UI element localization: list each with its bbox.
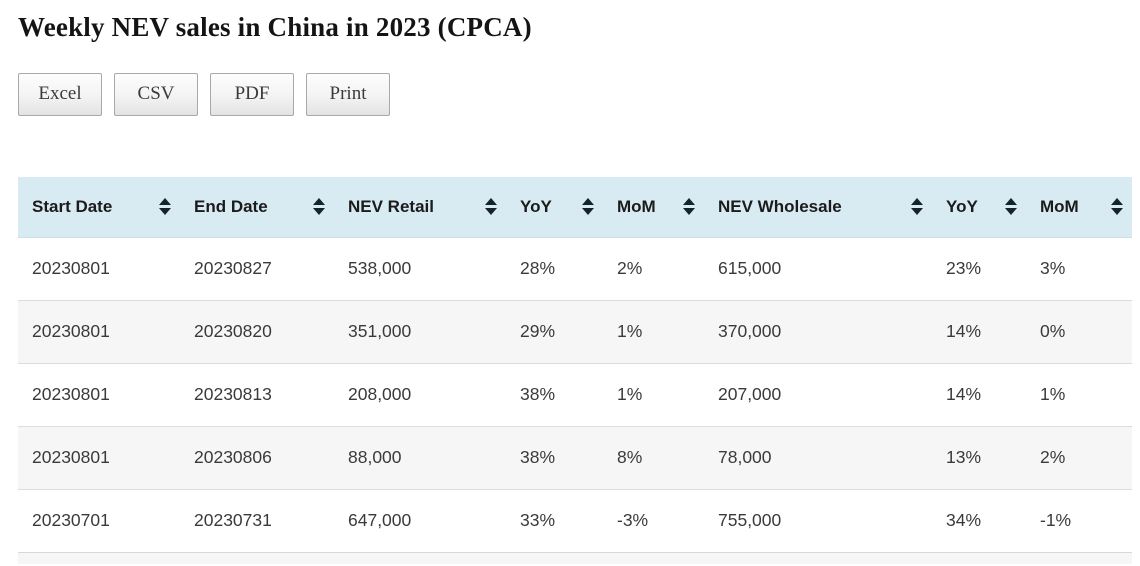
sort-icon[interactable] <box>485 198 497 216</box>
cell-end-date: 20230820 <box>180 299 334 363</box>
sort-icon[interactable] <box>911 198 923 216</box>
table-row: 20230801 20230820 351,000 29% 1% 370,000… <box>18 299 1132 363</box>
cell-retail-yoy: 29% <box>506 299 603 363</box>
cell-nev-retail: 538,000 <box>334 237 506 300</box>
cell-nev-wholesale: 615,000 <box>704 237 932 300</box>
table-row: 20230801 20230806 88,000 38% 8% 78,000 1… <box>18 425 1132 489</box>
column-header-nev-wholesale[interactable]: NEV Wholesale <box>704 177 932 238</box>
column-header-wholesale-yoy[interactable]: YoY <box>932 177 1026 238</box>
column-header-label: NEV Retail <box>348 196 434 216</box>
column-header-start-date[interactable]: Start Date <box>18 177 180 238</box>
cell-nev-wholesale: 78,000 <box>704 425 932 489</box>
cell-end-date: 20230827 <box>180 237 334 300</box>
cell-nev-retail: 351,000 <box>334 299 506 363</box>
cell-retail-mom: 1% <box>603 362 704 426</box>
table-header-row: Start Date End Date NEV Retail <box>18 177 1132 238</box>
column-header-label: Start Date <box>32 196 113 216</box>
cell-start-date: 20230801 <box>18 425 180 489</box>
table-row: 20230701 20230731 647,000 33% -3% 755,00… <box>18 488 1132 552</box>
column-header-label: YoY <box>520 196 552 216</box>
cell-retail-yoy: 28% <box>506 237 603 300</box>
cell-nev-retail: 208,000 <box>334 362 506 426</box>
page-title: Weekly NEV sales in China in 2023 (CPCA) <box>18 12 532 42</box>
column-header-label: YoY <box>946 196 978 216</box>
partial-next-row <box>18 552 1132 564</box>
cell-wholesale-yoy: 13% <box>932 425 1026 489</box>
column-header-end-date[interactable]: End Date <box>180 177 334 238</box>
cell-retail-yoy: 33% <box>506 488 603 552</box>
cell-wholesale-yoy: 34% <box>932 488 1026 552</box>
cell-start-date: 20230801 <box>18 362 180 426</box>
cell-start-date: 20230801 <box>18 237 180 300</box>
sort-icon[interactable] <box>582 198 594 216</box>
sort-icon[interactable] <box>1111 198 1123 216</box>
cell-nev-wholesale: 370,000 <box>704 299 932 363</box>
column-header-wholesale-mom[interactable]: MoM <box>1026 177 1132 238</box>
table-row: 20230801 20230827 538,000 28% 2% 615,000… <box>18 237 1132 300</box>
cell-wholesale-yoy: 14% <box>932 362 1026 426</box>
table-row: 20230801 20230813 208,000 38% 1% 207,000… <box>18 362 1132 426</box>
cell-wholesale-mom: 1% <box>1026 362 1132 426</box>
cell-end-date: 20230806 <box>180 425 334 489</box>
pdf-button[interactable]: PDF <box>210 73 294 116</box>
cell-retail-mom: 8% <box>603 425 704 489</box>
cell-retail-mom: 2% <box>603 237 704 300</box>
print-button[interactable]: Print <box>306 73 390 116</box>
sort-icon[interactable] <box>313 198 325 216</box>
column-header-retail-yoy[interactable]: YoY <box>506 177 603 238</box>
sort-icon[interactable] <box>1005 198 1017 216</box>
cell-wholesale-mom: 3% <box>1026 237 1132 300</box>
cell-end-date: 20230813 <box>180 362 334 426</box>
cell-end-date: 20230731 <box>180 488 334 552</box>
cell-nev-retail: 88,000 <box>334 425 506 489</box>
cell-nev-wholesale: 755,000 <box>704 488 932 552</box>
csv-button[interactable]: CSV <box>114 73 198 116</box>
cell-wholesale-yoy: 23% <box>932 237 1026 300</box>
cell-wholesale-yoy: 14% <box>932 299 1026 363</box>
cell-wholesale-mom: 0% <box>1026 299 1132 363</box>
cell-retail-mom: -3% <box>603 488 704 552</box>
column-header-label: NEV Wholesale <box>718 196 842 216</box>
cell-start-date: 20230701 <box>18 488 180 552</box>
column-header-retail-mom[interactable]: MoM <box>603 177 704 238</box>
column-header-label: MoM <box>1040 196 1079 216</box>
column-header-nev-retail[interactable]: NEV Retail <box>334 177 506 238</box>
cell-nev-wholesale: 207,000 <box>704 362 932 426</box>
cell-nev-retail: 647,000 <box>334 488 506 552</box>
cell-start-date: 20230801 <box>18 299 180 363</box>
cell-retail-mom: 1% <box>603 299 704 363</box>
cell-wholesale-mom: 2% <box>1026 425 1132 489</box>
sort-icon[interactable] <box>683 198 695 216</box>
cell-wholesale-mom: -1% <box>1026 488 1132 552</box>
cell-retail-yoy: 38% <box>506 425 603 489</box>
sort-icon[interactable] <box>159 198 171 216</box>
column-header-label: MoM <box>617 196 656 216</box>
cell-retail-yoy: 38% <box>506 362 603 426</box>
excel-button[interactable]: Excel <box>18 73 102 116</box>
export-toolbar: Excel CSV PDF Print <box>18 73 1140 116</box>
nev-sales-table: Start Date End Date NEV Retail <box>18 177 1140 564</box>
column-header-label: End Date <box>194 196 268 216</box>
